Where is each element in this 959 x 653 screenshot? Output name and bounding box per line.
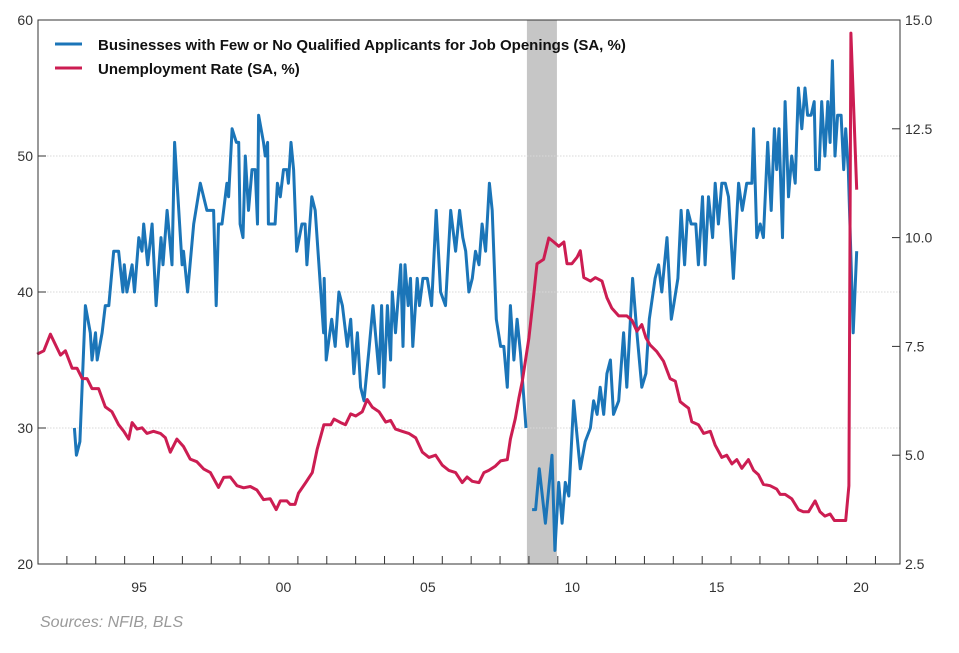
source-note: Sources: NFIB, BLS — [40, 614, 184, 631]
right-axis-tick-label: 12.5 — [905, 121, 932, 137]
series-lines — [36, 31, 859, 552]
right-axis-tick-label: 15.0 — [905, 12, 932, 28]
x-axis-tick-label: 15 — [709, 579, 725, 595]
x-axis-tick-label: 00 — [276, 579, 292, 595]
left-axis-tick-label: 40 — [17, 284, 33, 300]
right-axis-tick-label: 7.5 — [905, 338, 925, 354]
right-axis-tick-label: 2.5 — [905, 556, 925, 572]
x-axis-tick-label: 20 — [853, 579, 869, 595]
applicants-series-line — [532, 59, 859, 552]
right-axis-tick-label: 10.0 — [905, 230, 932, 246]
left-axis-tick-label: 20 — [17, 556, 33, 572]
legend: Businesses with Few or No Qualified Appl… — [55, 37, 626, 78]
gridlines — [38, 155, 900, 429]
unemployment-series-line — [36, 31, 859, 522]
x-axis-tick-label: 05 — [420, 579, 436, 595]
legend-label-unemployment: Unemployment Rate (SA, %) — [98, 61, 300, 78]
applicants-series-line — [72, 113, 528, 457]
left-axis-tick-label: 30 — [17, 420, 33, 436]
x-axis-tick-label: 95 — [131, 579, 147, 595]
legend-label-applicants: Businesses with Few or No Qualified Appl… — [98, 37, 626, 54]
left-axis-tick-label: 60 — [17, 12, 33, 28]
axes: 20 30 40 50 60 2.5 5.0 7.5 10.0 12.5 15.0 95 00 05 10 1… — [17, 12, 932, 595]
left-axis-tick-label: 50 — [17, 148, 33, 164]
right-axis-tick-label: 5.0 — [905, 447, 925, 463]
x-axis-tick-label: 10 — [564, 579, 580, 595]
